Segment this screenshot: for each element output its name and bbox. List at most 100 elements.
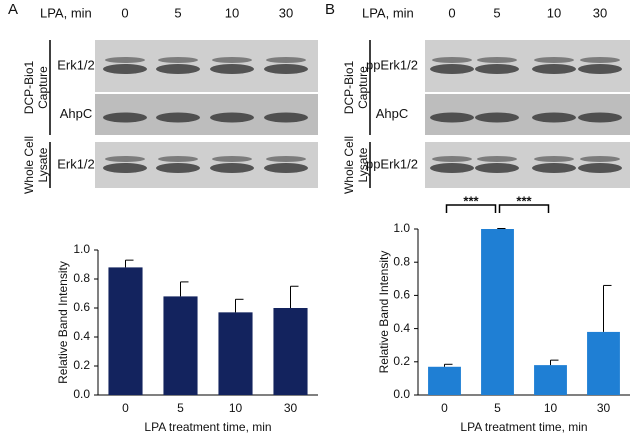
- blot-band: [103, 163, 147, 173]
- x-tick-label: 30: [597, 401, 611, 415]
- x-axis-label: LPA treatment time, min: [460, 420, 587, 434]
- blot-band: [158, 156, 198, 162]
- blot-band: [264, 112, 308, 123]
- blot-band: [578, 163, 622, 173]
- panel-label: A: [8, 1, 18, 18]
- row-label: ppErk1/2: [366, 57, 418, 72]
- blot-band: [210, 64, 254, 74]
- blot-band: [432, 156, 472, 162]
- blot-band: [578, 112, 622, 123]
- x-tick-label: 0: [122, 401, 129, 415]
- blot-band: [212, 156, 252, 162]
- blot-band: [580, 57, 620, 63]
- group-label: DCP-Bio1: [342, 61, 356, 115]
- blot-band: [477, 156, 517, 162]
- blot-band: [475, 112, 519, 123]
- bar: [108, 267, 143, 395]
- row-label: AhpC: [60, 106, 93, 121]
- bar: [218, 312, 253, 395]
- blot-band: [158, 57, 198, 63]
- blot-band: [430, 163, 474, 173]
- blot-band: [264, 64, 308, 74]
- lane-label: 30: [593, 5, 607, 20]
- group-label: Capture: [36, 66, 50, 109]
- blot-band: [105, 156, 145, 162]
- blot-band: [534, 57, 574, 63]
- group-label: Whole Cell: [342, 136, 356, 194]
- blot-band: [210, 163, 254, 173]
- y-tick-label: 0.4: [393, 321, 410, 335]
- row-label: Erk1/2: [57, 57, 95, 72]
- group-label: Lysate: [356, 147, 370, 182]
- blot-band: [266, 57, 306, 63]
- bar: [273, 308, 308, 395]
- row-label: ppErk1/2: [366, 156, 418, 171]
- x-tick-label: 5: [177, 401, 184, 415]
- y-tick-label: 0.8: [393, 254, 410, 268]
- lane-header: LPA, min: [362, 5, 414, 20]
- significance-bracket: [498, 204, 550, 213]
- blot-band: [430, 112, 474, 123]
- x-tick-label: 0: [441, 401, 448, 415]
- bar: [534, 365, 567, 395]
- blot-band: [578, 64, 622, 74]
- group-label: Capture: [356, 66, 370, 109]
- lane-label: 0: [448, 5, 455, 20]
- y-tick-label: 0.6: [73, 300, 90, 314]
- row-label: AhpC: [376, 106, 409, 121]
- lane-label: 5: [174, 5, 181, 20]
- blot-band: [532, 112, 576, 123]
- lane-label: 5: [493, 5, 500, 20]
- significance-label: ***: [463, 193, 479, 208]
- y-tick-label: 0.0: [73, 387, 90, 401]
- y-tick-label: 0.2: [393, 354, 410, 368]
- blot-band: [580, 156, 620, 162]
- y-tick-label: 0.4: [73, 329, 90, 343]
- lane-header: LPA, min: [40, 5, 92, 20]
- blot-band: [475, 64, 519, 74]
- blot-band: [105, 57, 145, 63]
- blot-band: [432, 57, 472, 63]
- blot-band: [532, 64, 576, 74]
- lane-label: 10: [225, 5, 239, 20]
- blot-band: [430, 64, 474, 74]
- significance-label: ***: [516, 193, 532, 208]
- group-label: DCP-Bio1: [22, 61, 36, 115]
- x-tick-label: 10: [229, 401, 243, 415]
- bar: [587, 331, 620, 395]
- group-label: Whole Cell: [22, 136, 36, 194]
- x-tick-label: 5: [494, 401, 501, 415]
- group-label: Lysate: [36, 147, 50, 182]
- blot-band: [103, 64, 147, 74]
- blot-band: [477, 57, 517, 63]
- y-tick-label: 1.0: [73, 242, 90, 256]
- lane-label: 30: [279, 5, 293, 20]
- y-axis-label: Relative Band Intensity: [56, 261, 70, 384]
- y-tick-label: 0.6: [393, 288, 410, 302]
- blot-band: [103, 112, 147, 123]
- blot-band: [264, 163, 308, 173]
- x-tick-label: 10: [544, 401, 558, 415]
- blot-band: [210, 112, 254, 123]
- x-axis-label: LPA treatment time, min: [144, 420, 271, 434]
- blot-band: [156, 64, 200, 74]
- y-tick-label: 0.0: [393, 387, 410, 401]
- lane-label: 10: [547, 5, 561, 20]
- row-label: Erk1/2: [57, 156, 95, 171]
- panel-label: B: [325, 1, 335, 18]
- y-tick-label: 0.8: [73, 271, 90, 285]
- bar: [428, 366, 461, 395]
- blot-band: [475, 163, 519, 173]
- y-axis-label: Relative Band Intensity: [377, 251, 391, 374]
- blot-band: [156, 163, 200, 173]
- blot-band: [532, 163, 576, 173]
- lane-label: 0: [121, 5, 128, 20]
- y-tick-label: 1.0: [393, 221, 410, 235]
- y-tick-label: 0.2: [73, 358, 90, 372]
- significance-bracket: [445, 204, 497, 213]
- blot-band: [266, 156, 306, 162]
- blot-band: [534, 156, 574, 162]
- bar: [163, 296, 198, 395]
- blot-band: [156, 112, 200, 123]
